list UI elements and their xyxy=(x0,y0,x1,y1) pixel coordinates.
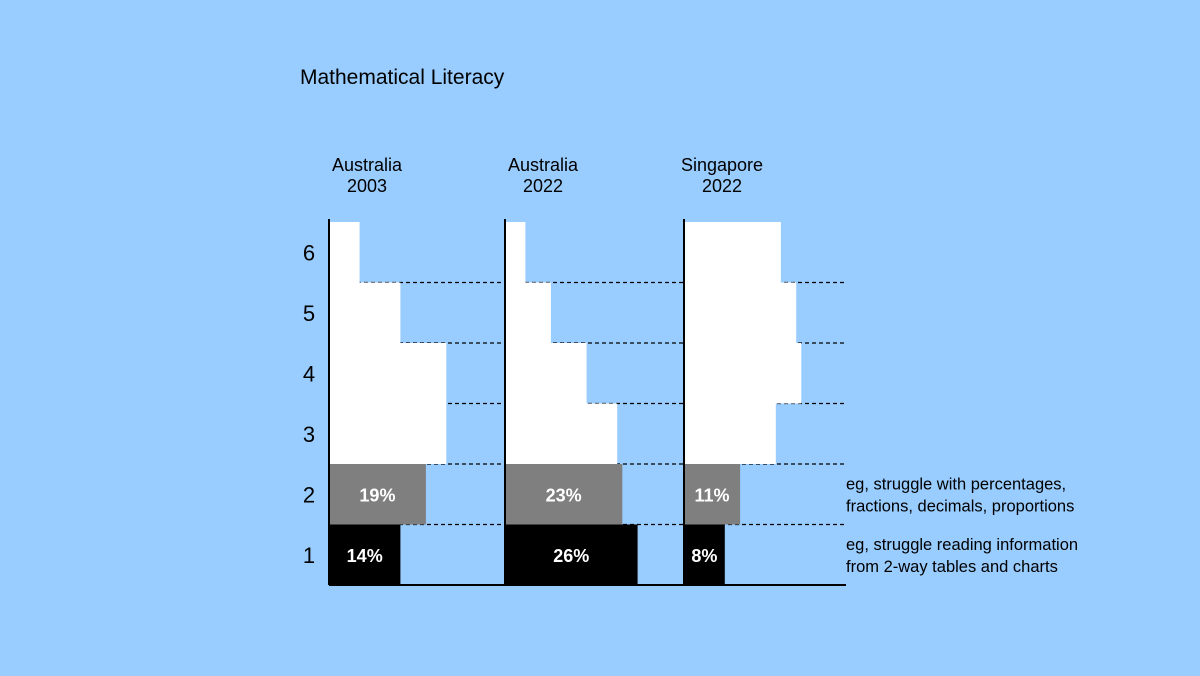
bar xyxy=(329,282,401,343)
bar xyxy=(329,403,447,464)
group-name-label: Singapore xyxy=(681,155,763,175)
bar xyxy=(684,343,802,404)
bar xyxy=(684,464,741,525)
annotation: eg, struggle with percentages, xyxy=(846,475,1066,493)
bar xyxy=(329,343,447,404)
group-year-label: 2022 xyxy=(702,176,742,196)
bar xyxy=(329,524,401,585)
group-year-label: 2003 xyxy=(347,176,387,196)
bar xyxy=(684,524,725,585)
group-year-label: 2022 xyxy=(523,176,563,196)
level-label: 3 xyxy=(303,422,315,447)
bar xyxy=(505,282,551,343)
data-label: 19% xyxy=(359,485,395,505)
axes xyxy=(328,219,846,586)
bars xyxy=(329,222,802,585)
annotation: fractions, decimals, proportions xyxy=(846,497,1074,515)
data-label: 8% xyxy=(691,546,717,566)
data-label: 11% xyxy=(695,485,730,505)
bar xyxy=(505,403,618,464)
bar xyxy=(684,403,776,464)
chart-title: Mathematical Literacy xyxy=(300,66,505,89)
bar xyxy=(505,222,526,283)
data-label: 14% xyxy=(347,546,383,566)
bar xyxy=(329,222,360,283)
bar xyxy=(505,524,638,585)
bar xyxy=(505,343,587,404)
level-label: 5 xyxy=(303,301,315,326)
level-label: 6 xyxy=(303,240,315,265)
group-name-label: Australia xyxy=(508,155,579,175)
level-label: 2 xyxy=(303,482,315,507)
labels: 12345614%19%Australia200326%23%Australia… xyxy=(303,155,1078,576)
level-label: 1 xyxy=(303,543,315,568)
data-label: 26% xyxy=(553,546,589,566)
bar xyxy=(684,222,781,283)
annotation: from 2-way tables and charts xyxy=(846,558,1058,576)
group-name-label: Australia xyxy=(332,155,403,175)
bar xyxy=(329,464,426,525)
bar xyxy=(684,282,797,343)
level-label: 4 xyxy=(303,361,315,386)
bar xyxy=(505,464,623,525)
data-label: 23% xyxy=(546,485,582,505)
annotation: eg, struggle reading information xyxy=(846,536,1078,554)
